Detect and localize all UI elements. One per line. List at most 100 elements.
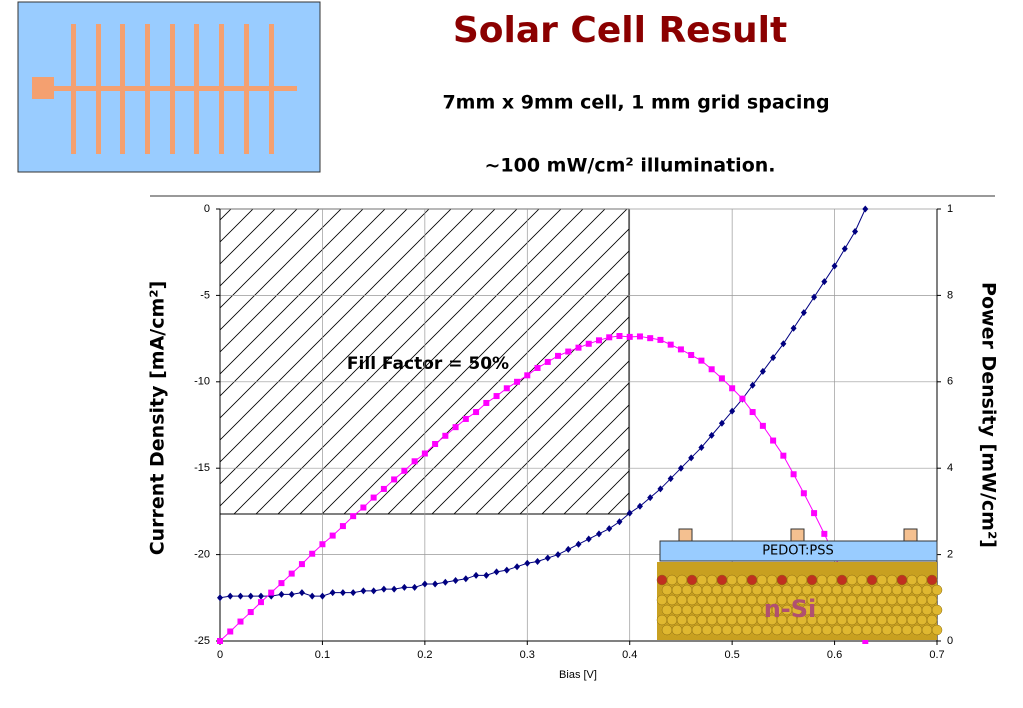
marker [862, 638, 869, 644]
series-line [219, 335, 866, 642]
marker [309, 592, 316, 600]
marker [370, 494, 377, 501]
y2-tick-label: 1 [947, 203, 953, 215]
marker [257, 592, 264, 600]
marker [595, 337, 602, 344]
y-tick-label: -5 [200, 289, 210, 301]
marker [708, 366, 715, 373]
marker [534, 558, 541, 566]
marker [360, 587, 367, 595]
marker [421, 580, 428, 588]
y-tick-label: -10 [194, 376, 210, 388]
marker [575, 344, 582, 351]
marker [780, 340, 787, 348]
marker [319, 592, 326, 600]
marker [524, 372, 531, 379]
marker [729, 407, 736, 415]
marker [298, 561, 305, 568]
marker [462, 575, 469, 583]
marker [380, 485, 387, 492]
y2-axis-label: Power Density [mW/cm²] [978, 282, 1000, 548]
marker [524, 559, 531, 567]
marker [421, 450, 428, 457]
marker [309, 550, 316, 557]
marker [667, 475, 674, 483]
y2-tick-label: 0 [947, 635, 953, 647]
marker [514, 378, 521, 385]
marker [585, 535, 592, 543]
marker [452, 424, 459, 431]
marker [565, 545, 572, 553]
marker [452, 577, 459, 585]
marker [606, 334, 613, 341]
x-tick-label: 0.3 [520, 649, 535, 661]
marker [811, 293, 818, 301]
marker [790, 324, 797, 332]
marker [227, 628, 234, 635]
marker [329, 532, 336, 539]
marker [565, 348, 572, 355]
marker [739, 395, 746, 402]
marker [473, 409, 480, 416]
subtitle: 7mm x 9mm cell, 1 mm grid spacing [442, 92, 829, 114]
marker [749, 381, 756, 389]
marker [688, 454, 695, 462]
marker [862, 205, 869, 213]
marker [380, 585, 387, 593]
series-line [219, 208, 866, 599]
marker [237, 618, 244, 625]
marker [616, 333, 623, 340]
marker [278, 590, 285, 598]
title: Solar Cell Result [453, 10, 787, 51]
marker [821, 278, 828, 286]
marker [493, 393, 500, 400]
marker [698, 357, 705, 364]
marker [298, 589, 305, 597]
marker [247, 609, 254, 616]
marker [759, 367, 766, 375]
marker [780, 452, 787, 459]
marker [217, 594, 223, 602]
y-tick-label: -20 [194, 549, 210, 561]
marker [657, 336, 664, 343]
marker [473, 571, 480, 579]
marker [503, 566, 510, 574]
marker [626, 333, 633, 340]
marker [217, 638, 223, 644]
marker [677, 464, 684, 472]
marker [483, 571, 490, 579]
inset-label: PEDOT:PSS [762, 544, 834, 559]
y2-tick-label: 6 [947, 376, 953, 388]
marker [370, 587, 377, 595]
x-tick-label: 0.7 [929, 649, 944, 661]
marker [555, 352, 562, 359]
marker [350, 513, 357, 520]
y-tick-label: -25 [194, 635, 210, 647]
marker [544, 554, 551, 562]
marker [677, 346, 684, 353]
marker [442, 578, 449, 586]
marker [790, 471, 797, 478]
marker [616, 518, 623, 526]
marker [288, 590, 295, 598]
marker [749, 409, 756, 416]
marker [647, 494, 654, 502]
marker [759, 422, 766, 429]
marker [503, 385, 510, 392]
marker [718, 375, 725, 382]
y-axis-label: Current Density [mA/cm²] [147, 281, 169, 556]
marker [278, 580, 285, 587]
y2-tick-label: 2 [947, 549, 953, 561]
marker [432, 580, 439, 588]
marker [483, 399, 490, 406]
marker [544, 358, 551, 365]
marker [462, 415, 469, 422]
marker [575, 540, 582, 548]
marker [391, 585, 398, 593]
marker [411, 458, 418, 465]
marker [800, 309, 807, 317]
inset-label: n-Si [764, 595, 817, 623]
marker [319, 541, 326, 548]
marker [595, 530, 602, 538]
marker [555, 551, 562, 559]
